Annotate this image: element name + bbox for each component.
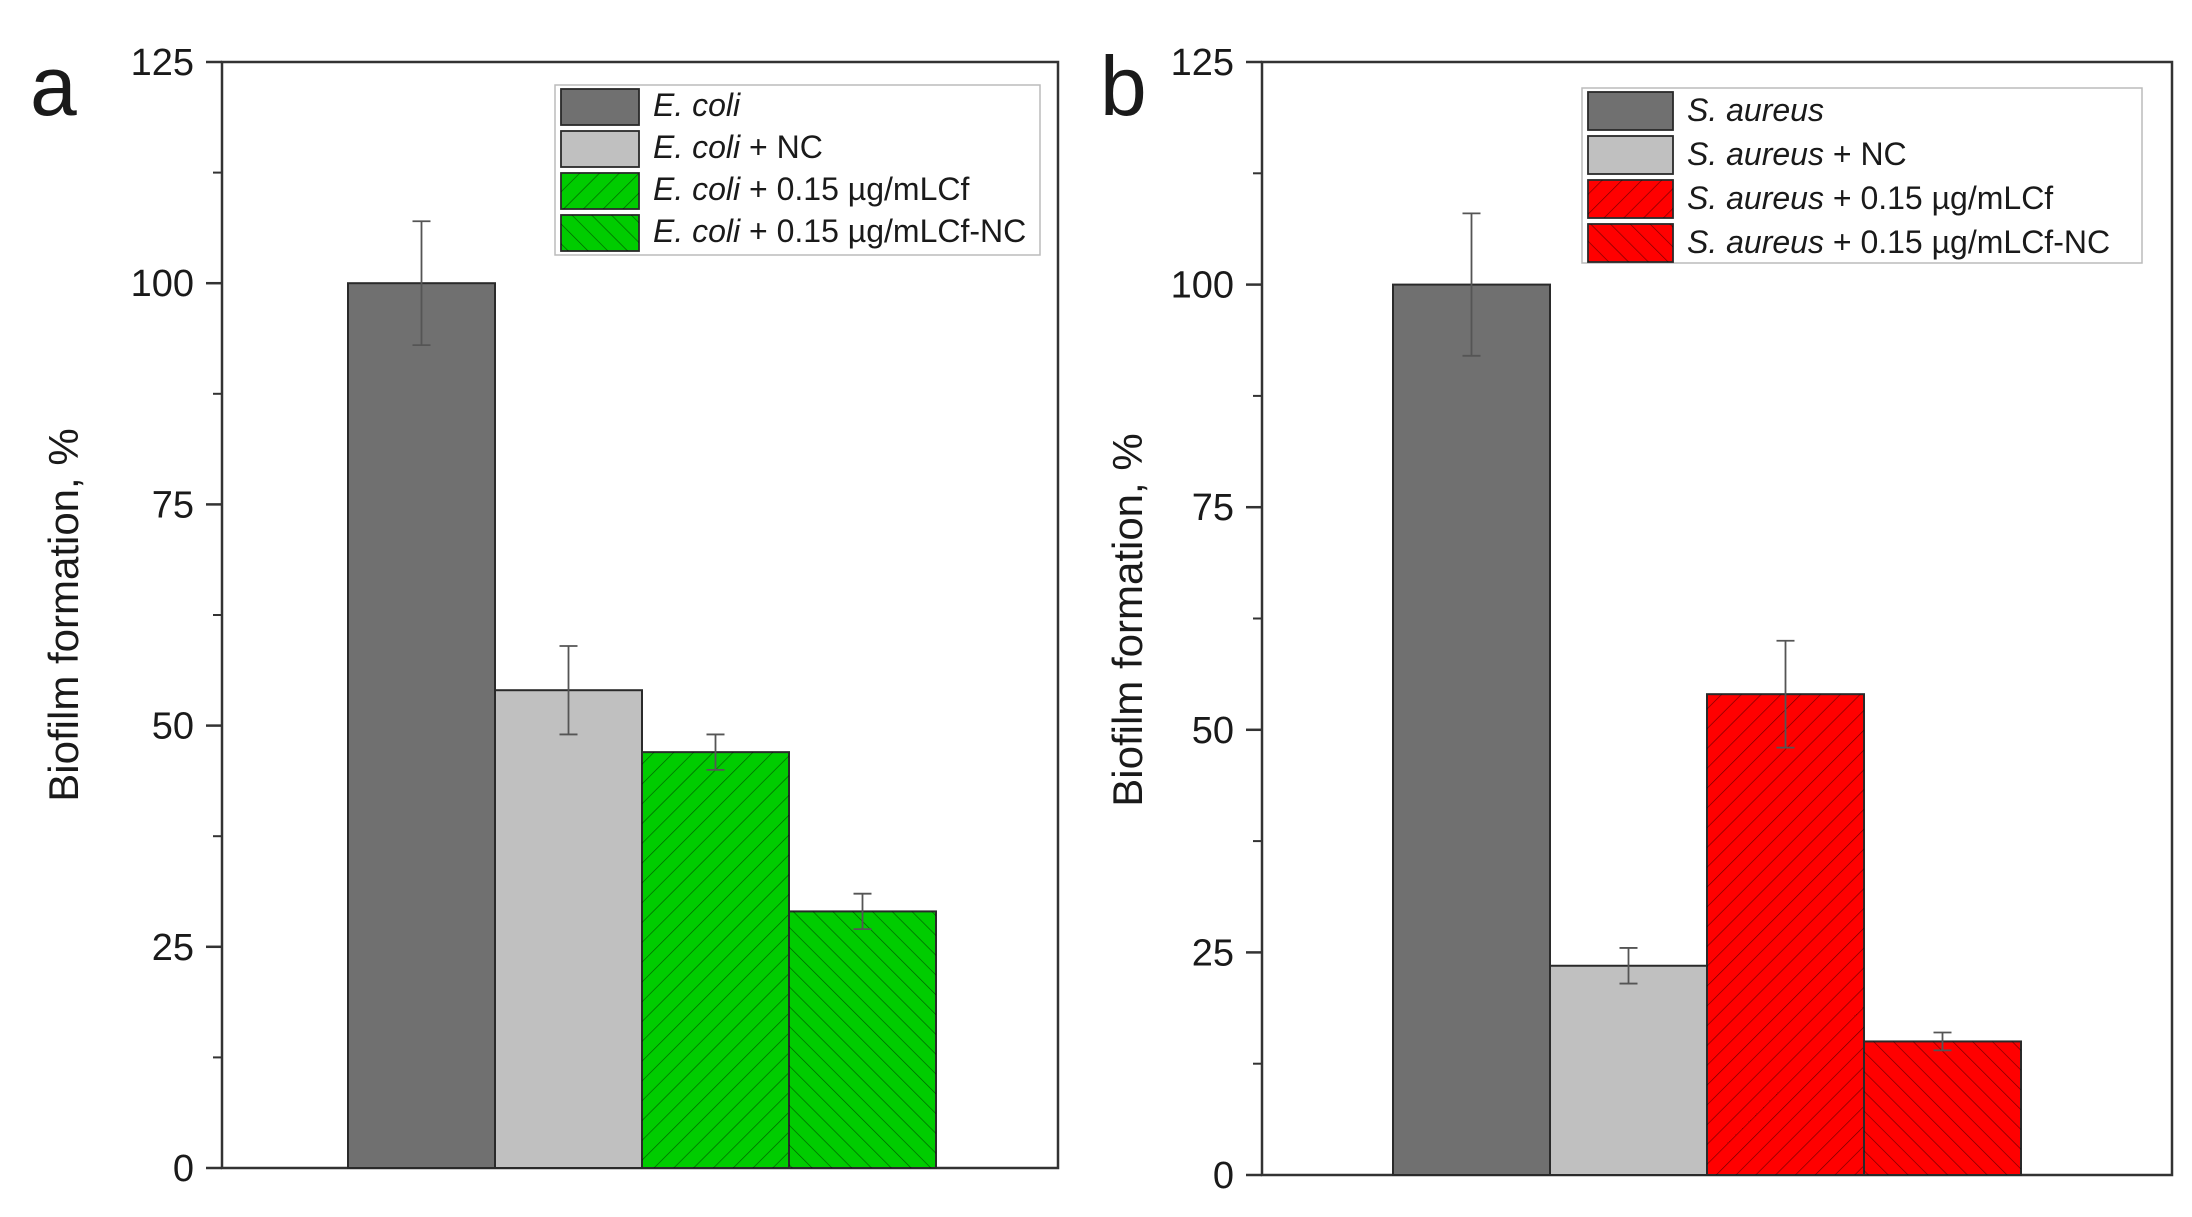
y-tick-label: 125 (1171, 42, 1234, 84)
legend-swatch (1587, 91, 1674, 131)
y-tick-label: 0 (173, 1148, 194, 1190)
y-tick-label: 100 (131, 263, 194, 305)
legend-label: S. aureus (1687, 92, 1824, 128)
legend-swatch-hatch (1588, 224, 1673, 262)
legend-label: S. aureus + 0.15 µg/mLCf (1687, 180, 2053, 216)
legend: E. coli E. coli + NC E. coli + 0.15 µg/mLC… (554, 84, 1041, 256)
legend-swatch-hatch (561, 173, 639, 209)
legend: S. aureus S. aureus + NC S. aureus + 0.15 … (1581, 87, 2143, 264)
y-tick-label: 75 (152, 484, 194, 526)
bar-hatch (789, 911, 936, 1168)
y-tick-label: 50 (1192, 710, 1234, 752)
panel-b-chart: b 0 25 50 75 100 125 Biofilm formation, % S. aur… (1100, 39, 2174, 1197)
y-tick-label: 25 (1192, 932, 1234, 974)
legend-box (1581, 87, 2143, 264)
y-axis-label: Biofilm formation, % (40, 428, 87, 801)
bar-hatch (642, 752, 789, 1168)
panel-a-chart: a 0 25 50 75 100 125 Biofilm formation, % E. col… (30, 39, 1060, 1190)
y-axis-label: Biofilm formation, % (1104, 433, 1151, 806)
legend-label: S. aureus + 0.15 µg/mLCf-NC (1687, 224, 2110, 260)
legend-swatch (560, 88, 640, 126)
panel-letter: b (1100, 39, 1147, 133)
legend-label: E. coli + 0.15 µg/mLCf-NC (653, 213, 1026, 249)
y-tick-label: 100 (1171, 265, 1234, 307)
bar-hatch (1707, 694, 1864, 1175)
bar (494, 689, 643, 1169)
y-tick-label: 125 (131, 42, 194, 84)
legend-swatch (1587, 135, 1674, 175)
legend-label: S. aureus + NC (1687, 136, 1907, 172)
y-tick-label: 0 (1213, 1155, 1234, 1197)
legend-label: E. coli + NC (653, 129, 823, 165)
legend-label: E. coli + 0.15 µg/mLCf (653, 171, 969, 207)
bar-hatch (1864, 1041, 2021, 1175)
y-tick-label: 25 (152, 927, 194, 969)
bar (1549, 964, 1708, 1176)
bar (1392, 283, 1551, 1177)
legend-label: E. coli (653, 87, 741, 123)
legend-swatch (560, 130, 640, 168)
y-tick-label: 50 (152, 706, 194, 748)
legend-swatch-hatch (1588, 180, 1673, 218)
legend-swatch-hatch (561, 215, 639, 251)
y-tick-label: 75 (1192, 487, 1234, 529)
bar (347, 282, 496, 1169)
panel-letter: a (30, 39, 77, 133)
